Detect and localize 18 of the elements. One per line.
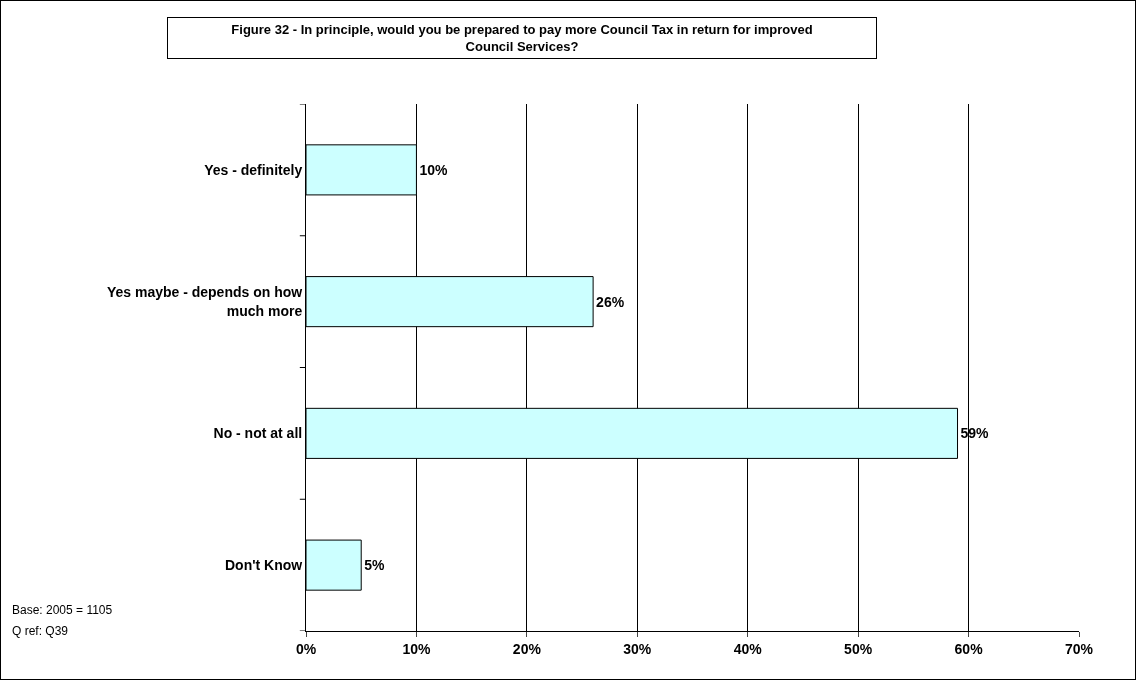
x-tick-label: 40% — [733, 640, 763, 657]
data-label: 10% — [419, 161, 448, 178]
x-tick-label: 60% — [954, 640, 984, 657]
x-tick-label: 70% — [1064, 640, 1094, 657]
x-tick-label: 50% — [844, 640, 873, 657]
data-label: 26% — [596, 293, 625, 310]
chart-title: Figure 32 - In principle, would you be prepared to pay more Council Tax in return for improved Council Services? — [231, 22, 813, 54]
text: Base: 2005 = 1105 — [12, 603, 113, 617]
x-tick-label: 30% — [623, 640, 652, 657]
text: Q ref: Q39 — [12, 624, 69, 638]
data-label: 5% — [364, 557, 385, 574]
y-tick-label: Yes maybe - depends on how much more — [106, 284, 303, 319]
x-tick-label: 0% — [295, 640, 317, 657]
y-tick-label: Don't Know — [225, 557, 303, 574]
y-tick-label: No - not at all — [213, 425, 303, 442]
x-tick-label: 20% — [512, 640, 542, 657]
y-tick-label: Yes - definitely — [204, 161, 303, 178]
x-tick-label: 10% — [402, 640, 431, 657]
